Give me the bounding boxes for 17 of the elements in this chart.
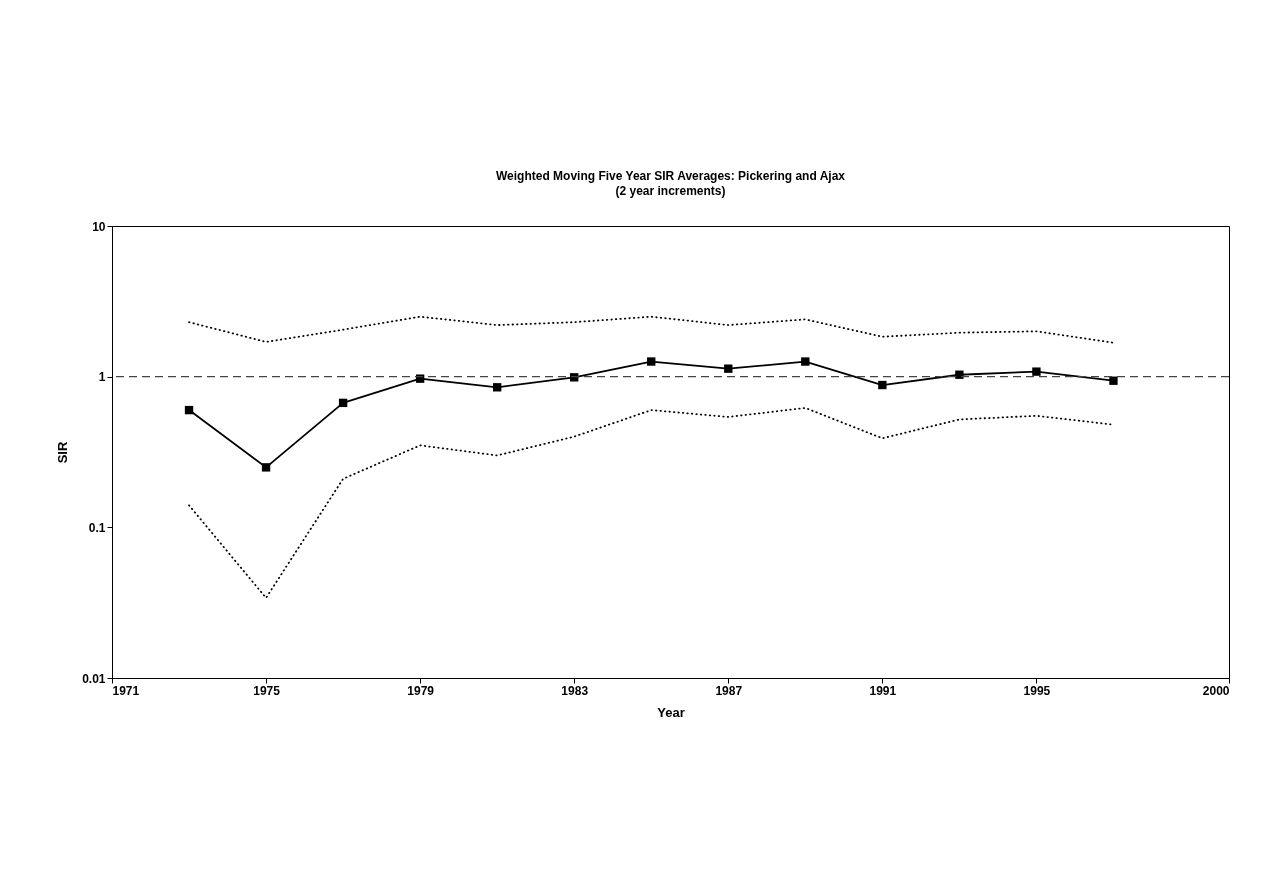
x-tick-label: 2000 — [1202, 683, 1230, 698]
y-tick-label: 1 — [98, 370, 106, 385]
y-tick-label: 0.01 — [82, 671, 106, 686]
x-tick-label: 1991 — [869, 683, 897, 698]
y-tick-label: 0.1 — [88, 520, 106, 535]
x-axis-title: Year — [657, 704, 685, 720]
y-tick-label: 10 — [92, 219, 106, 234]
chart-subtitle: (2 year increments) — [615, 184, 726, 198]
x-tick-label: 1979 — [407, 683, 435, 698]
line-series — [188, 315, 1115, 344]
chart-title: Weighted Moving Five Year SIR Averages: Pickering and Ajax — [495, 169, 846, 183]
x-tick-label: 1983 — [561, 683, 589, 698]
x-tick-label: 1987 — [715, 683, 743, 698]
x-tick-label: 1975 — [253, 683, 281, 698]
x-tick-label: 1995 — [1023, 683, 1051, 698]
y-axis-title: SIR — [55, 441, 71, 464]
x-tick-label: 1971 — [112, 683, 140, 698]
